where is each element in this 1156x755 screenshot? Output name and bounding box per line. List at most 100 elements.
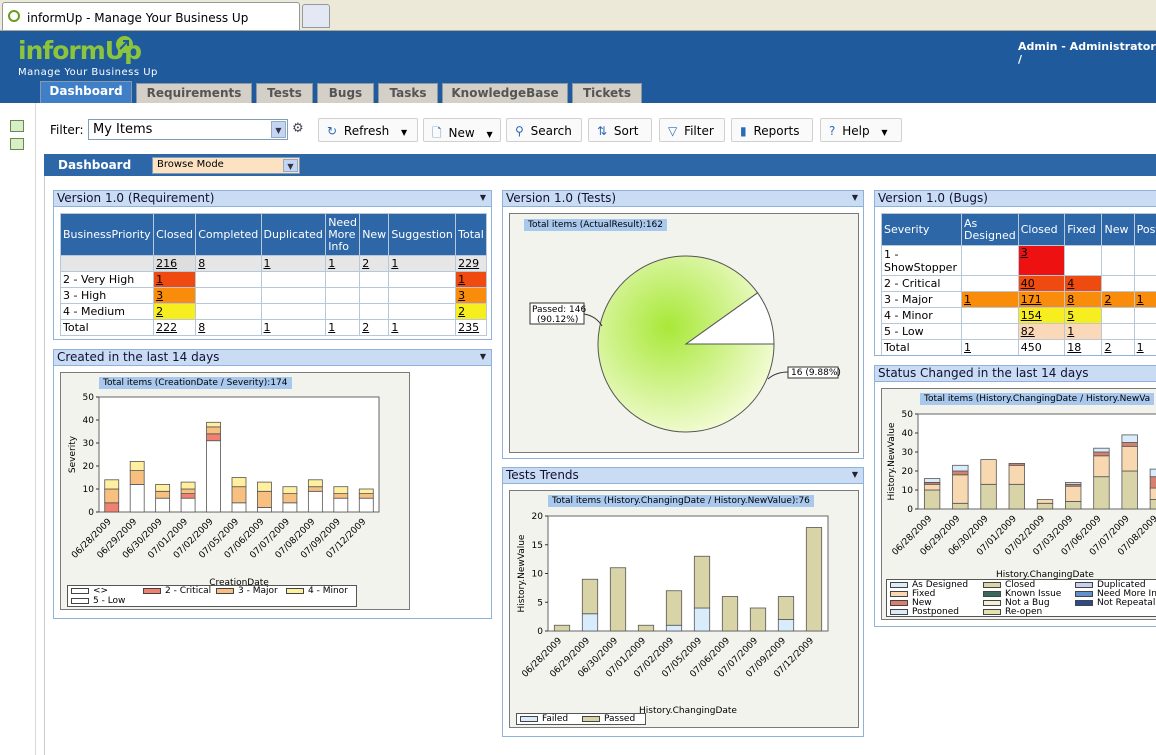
column-header[interactable]: Total: [455, 213, 487, 256]
nav-tab-tickets[interactable]: Tickets: [572, 83, 642, 103]
sort-button[interactable]: ⇅ Sort: [588, 118, 652, 142]
cell-link[interactable]: 8: [195, 255, 262, 272]
panel-title: Version 1.0 (Tests) ▼: [503, 191, 863, 207]
column-header[interactable]: Fixed: [1064, 213, 1103, 246]
cell-link[interactable]: 1: [1064, 323, 1103, 340]
nav-tab-knowledgebase[interactable]: KnowledgeBase: [442, 83, 568, 103]
cell-link[interactable]: 2: [359, 255, 390, 272]
pie-label-other: 16 (9.88%): [791, 368, 841, 378]
left-strip: [0, 103, 36, 755]
cell-link[interactable]: 18: [1064, 339, 1103, 355]
column-header[interactable]: New: [1101, 213, 1135, 246]
browser-tab-active[interactable]: informUp - Manage Your Business Up: [2, 2, 300, 30]
new-tab-button[interactable]: [302, 4, 330, 28]
legend-swatch: [216, 587, 234, 594]
cell-link[interactable]: 154: [1017, 307, 1066, 324]
cell-link[interactable]: 1: [325, 255, 361, 272]
table-row: 1 - ShowStopper 3: [881, 245, 1156, 276]
cell-link[interactable]: 2: [1101, 291, 1135, 308]
column-header[interactable]: As Designed: [961, 213, 1019, 246]
cell-link[interactable]: 3: [153, 287, 197, 304]
cell: 4 - Minor: [881, 307, 962, 324]
filter-select[interactable]: My Items ▼: [88, 119, 288, 140]
mode-select[interactable]: Browse Mode ▼: [152, 157, 300, 174]
cell-link[interactable]: 1: [961, 339, 1019, 355]
panel-menu-icon[interactable]: ▼: [851, 470, 858, 479]
y-tick-label: 0: [537, 627, 543, 637]
legend-label: Duplicated: [1097, 580, 1146, 590]
chevron-down-icon[interactable]: ▼: [271, 121, 286, 138]
table-row: 4 - Minor 154 5: [881, 307, 1156, 324]
cell-link[interactable]: 1: [325, 319, 361, 336]
panel-menu-icon[interactable]: ▼: [479, 193, 486, 202]
column-header[interactable]: Severity: [881, 213, 962, 246]
chevron-down-icon[interactable]: ▼: [283, 159, 298, 172]
cell-link[interactable]: 2: [359, 319, 390, 336]
cell-link[interactable]: 40: [1017, 275, 1066, 292]
cell-link[interactable]: 82: [1017, 323, 1066, 340]
y-tick-label: 5: [537, 598, 543, 608]
cell-link[interactable]: 171: [1017, 291, 1066, 308]
nav-tab-tests[interactable]: Tests: [256, 83, 313, 103]
panel-menu-icon[interactable]: ▼: [851, 193, 858, 202]
column-header[interactable]: Need More Info: [325, 213, 361, 256]
cell-link[interactable]: 3: [1017, 245, 1066, 276]
column-header[interactable]: Postpo: [1133, 213, 1156, 246]
search-button[interactable]: ⚲ Search: [506, 118, 582, 142]
bar-segment: [206, 440, 221, 513]
cell-link[interactable]: 1: [455, 271, 487, 288]
cell-link[interactable]: 229: [455, 255, 487, 272]
help-button[interactable]: ? Help ▼: [820, 118, 902, 142]
nav-tab-dashboard[interactable]: Dashboard: [40, 81, 132, 103]
cell-link[interactable]: 4: [1064, 275, 1103, 292]
filter-button[interactable]: ▽ Filter: [659, 118, 725, 142]
cell-link[interactable]: 8: [195, 319, 262, 336]
cell-link[interactable]: 1: [961, 291, 1019, 308]
column-header[interactable]: BusinessPriority: [59, 213, 155, 256]
column-header[interactable]: Closed: [153, 213, 197, 256]
expand-icon[interactable]: [10, 120, 24, 132]
cell-link[interactable]: 2: [1101, 339, 1135, 355]
column-header[interactable]: New: [359, 213, 390, 256]
bar-segment: [155, 490, 171, 499]
refresh-icon: ↻: [327, 124, 338, 138]
cell-link[interactable]: 1: [388, 255, 457, 272]
legend-item: 5 - Low: [71, 596, 125, 606]
expand-all-icon[interactable]: [10, 138, 24, 150]
nav-tab-tasks[interactable]: Tasks: [378, 83, 438, 103]
cell-link[interactable]: 2: [455, 303, 487, 320]
cell-link[interactable]: 1: [1133, 339, 1156, 355]
panel-title-text: Version 1.0 (Tests): [506, 191, 617, 205]
filter-settings-icon[interactable]: ⚙: [292, 121, 304, 136]
legend-label: New: [912, 598, 932, 608]
column-header[interactable]: Suggestion: [388, 213, 457, 256]
bar-segment: [1036, 502, 1054, 510]
refresh-button[interactable]: ↻ Refresh ▼: [318, 118, 418, 142]
cell-link[interactable]: 216: [153, 255, 197, 272]
cell-link[interactable]: 3: [455, 287, 487, 304]
cell-link[interactable]: 1: [1133, 291, 1156, 308]
legend-swatch: [983, 599, 1001, 606]
y-axis-label: Severity: [68, 435, 78, 473]
panel-menu-icon[interactable]: ▼: [479, 352, 486, 361]
cell-link[interactable]: 5: [1064, 307, 1103, 324]
reports-button[interactable]: ▮ Reports: [731, 118, 813, 142]
cell-link[interactable]: 1: [260, 255, 327, 272]
cell-link[interactable]: 235: [455, 319, 487, 336]
cell-link[interactable]: 8: [1064, 291, 1103, 308]
column-header[interactable]: Duplicated: [260, 213, 327, 256]
y-tick-label: 10: [532, 570, 544, 580]
new-button[interactable]: 🗋 New ▼: [423, 118, 501, 142]
cell-link[interactable]: 2: [153, 303, 197, 320]
nav-tab-requirements[interactable]: Requirements: [136, 83, 252, 103]
cell-link[interactable]: 1: [260, 319, 327, 336]
cell-link[interactable]: 1: [153, 271, 197, 288]
created-chart-box: Total items (CreationDate / Severity):17…: [60, 372, 410, 610]
cell-link[interactable]: 1: [388, 319, 457, 336]
column-header[interactable]: Completed: [195, 213, 262, 256]
column-header[interactable]: Closed: [1017, 213, 1066, 246]
cell-link[interactable]: 222: [153, 319, 197, 336]
bar-segment: [231, 477, 247, 488]
user-info[interactable]: Admin - Administrator /: [1018, 40, 1156, 66]
nav-tab-bugs[interactable]: Bugs: [317, 83, 374, 103]
